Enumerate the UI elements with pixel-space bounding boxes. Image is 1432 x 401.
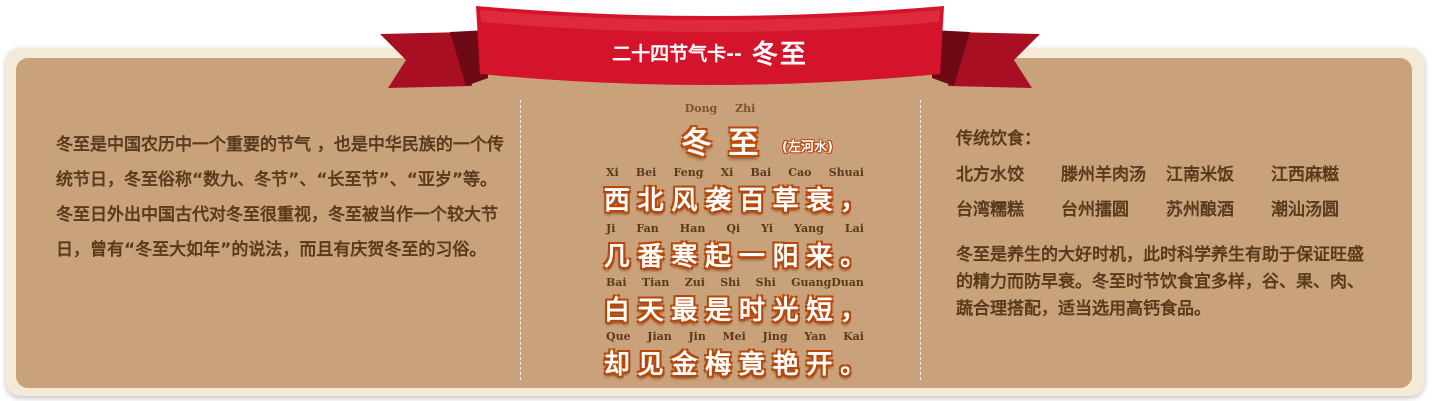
poem-char: 番	[637, 242, 664, 272]
pinyin-syllable: GuangDuan	[791, 276, 864, 289]
poem-title-char: 至	[728, 126, 759, 161]
poem-line: Xi Bei Feng Xi Bai Cao Shuai 西 北 风 袭 百 草…	[600, 166, 870, 217]
food-item: 台州擂圆	[1061, 200, 1129, 220]
food-item: 北方水饺	[956, 165, 1024, 185]
ribbon-right-tail	[948, 32, 1040, 88]
pinyin-syllable: Bai	[750, 166, 772, 179]
column-divider-left	[520, 100, 521, 380]
poem-line-chars: 西 北 风 袭 百 草 衰 ，	[600, 180, 870, 217]
poem-title-char: 冬	[681, 126, 712, 161]
ribbon-banner	[380, 6, 1040, 88]
pinyin-syllable: Han	[679, 222, 706, 235]
poem-punctuation: 。	[840, 242, 867, 272]
poem-char: 寒	[671, 242, 698, 272]
pinyin-syllable: Que	[606, 330, 631, 343]
poem-char: 时	[738, 296, 765, 326]
poem-char: 金	[671, 350, 698, 380]
food-heading: 传统饮食：	[956, 129, 1041, 149]
banner-title: 二十四节气卡-- 冬至	[470, 30, 950, 74]
poem-char: 来	[806, 242, 833, 272]
poem-char: 竟	[738, 350, 765, 380]
poem-char: 短	[806, 296, 833, 326]
poem-line-pinyin: Xi Bei Feng Xi Bai Cao Shuai	[600, 166, 870, 180]
pinyin-syllable: Xi	[720, 166, 734, 179]
poem-char: 衰	[806, 186, 833, 216]
poem-char: 白	[603, 296, 630, 326]
poem-punctuation: ，	[840, 186, 867, 216]
poem-char: 百	[738, 186, 765, 216]
poem-line-chars: 白 天 最 是 时 光 短 ，	[600, 290, 870, 327]
pinyin-syllable: Cao	[788, 166, 812, 179]
poem-line: Ji Fan Han Qi Yi Yang Lai 几 番 寒 起 一 阳 来 …	[600, 222, 870, 273]
pinyin-syllable: Fan	[636, 222, 659, 235]
poem-char: 是	[705, 296, 732, 326]
food-item: 潮汕汤圆	[1271, 200, 1339, 220]
pinyin-syllable: Shi	[720, 276, 741, 289]
card-panel	[16, 58, 1412, 388]
poem-line: Que Jian Jin Mei Jing Yan Kai 却 见 金 梅 竟 …	[600, 330, 870, 381]
poem-line-chars: 几 番 寒 起 一 阳 来 。	[600, 236, 870, 273]
poem-char: 风	[671, 186, 698, 216]
poem-char: 几	[603, 242, 630, 272]
poem-line-pinyin: Ji Fan Han Qi Yi Yang Lai	[600, 222, 870, 236]
banner-term-name: 冬至	[751, 39, 808, 70]
pinyin-syllable: Tian	[641, 276, 670, 289]
column-divider-right	[920, 100, 921, 380]
poem-punctuation: 。	[840, 350, 867, 380]
food-item: 台湾糯糕	[956, 200, 1024, 220]
poem-title: 冬 至	[520, 118, 920, 162]
poem-line-pinyin: Bai Tian Zui Shi Shi GuangDuan	[600, 276, 870, 290]
pinyin-syllable: Bai	[606, 276, 627, 289]
pinyin-syllable: Zui	[684, 276, 705, 289]
pinyin-syllable: Yi	[761, 222, 773, 235]
intro-text: 冬至是中国农历中一个重要的节气 ，也是中华民族的一个传统节日，冬至俗称“数九、冬…	[56, 135, 504, 260]
pinyin-syllable: Feng	[673, 166, 704, 179]
poem-char: 一	[738, 242, 765, 272]
poem-char: 开	[806, 350, 833, 380]
ribbon-highlight	[480, 10, 940, 32]
pinyin-syllable: Shuai	[828, 166, 864, 179]
pinyin-syllable: Lai	[844, 222, 864, 235]
pinyin-syllable: Jing	[762, 330, 788, 343]
poem-punctuation: ，	[840, 296, 867, 326]
pinyin-syllable: Bei	[635, 166, 657, 179]
pinyin-syllable: Mei	[722, 330, 746, 343]
pinyin-syllable: Qi	[726, 222, 741, 235]
pinyin-syllable: Jin	[688, 330, 706, 343]
poem-char: 却	[603, 350, 630, 380]
pinyin-syllable: Yang	[794, 222, 824, 235]
poem-author: (左河水)	[782, 140, 833, 155]
poem-char: 光	[772, 296, 799, 326]
pinyin-syllable: Jian	[647, 330, 672, 343]
poem-char: 见	[637, 350, 664, 380]
poem-char: 草	[772, 186, 799, 216]
health-text: 冬至是养生的大好时机，此时科学养生有助于保证旺盛的精力而防早衰。冬至时节饮食宜多…	[956, 245, 1364, 319]
food-list: 北方水饺 滕州羊肉汤 江南米饭 江西麻糍 台湾糯糕 台州擂圆 苏州酿酒 潮汕汤圆	[956, 160, 1376, 220]
banner-prefix: 二十四节气卡--	[612, 42, 742, 65]
poem-char: 袭	[705, 186, 732, 216]
pinyin-syllable: Ji	[606, 222, 616, 235]
pinyin-syllable: Yan	[804, 330, 827, 343]
poem-line-chars: 却 见 金 梅 竟 艳 开 。	[600, 344, 870, 381]
pinyin-syllable: Xi	[606, 166, 619, 179]
pinyin-syllable: Shi	[755, 276, 776, 289]
poem-char: 阳	[772, 242, 799, 272]
poem-char: 艳	[772, 350, 799, 380]
poem-line: Bai Tian Zui Shi Shi GuangDuan 白 天 最 是 时…	[600, 276, 870, 327]
food-item: 江西麻糍	[1271, 165, 1339, 185]
poem-line-pinyin: Que Jian Jin Mei Jing Yan Kai	[600, 330, 870, 344]
poem-char: 北	[637, 186, 664, 216]
poem-title-pinyin: Dong Zhi	[684, 102, 756, 115]
poem-char: 梅	[705, 350, 732, 380]
poem-char: 起	[705, 242, 732, 272]
poem-char: 西	[603, 186, 630, 216]
food-item: 江南米饭	[1166, 165, 1234, 185]
poem-char: 最	[671, 296, 698, 326]
food-item: 苏州酿酒	[1166, 200, 1234, 220]
poem-char: 天	[637, 296, 664, 326]
ribbon-left-tail	[380, 32, 472, 88]
pinyin-syllable: Kai	[843, 330, 864, 343]
food-item: 滕州羊肉汤	[1061, 165, 1146, 185]
